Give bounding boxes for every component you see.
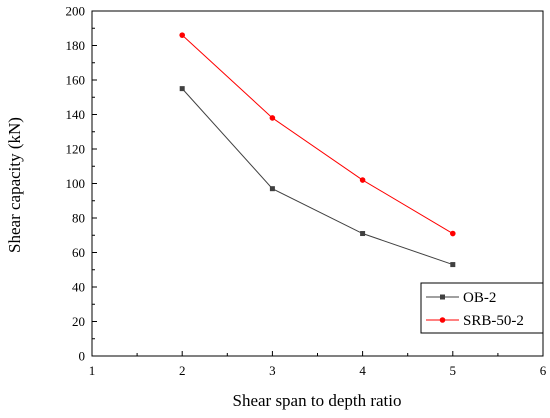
x-tick-label: 1 <box>89 363 96 378</box>
legend-label-srb-50-2: SRB-50-2 <box>463 313 524 329</box>
x-tick-label: 3 <box>269 363 276 378</box>
y-tick-label: 0 <box>79 349 86 364</box>
legend-marker-srb-50-2 <box>439 317 446 323</box>
y-axis-ticks: 0 20 40 60 80 100 120 140 160 180 200 <box>66 4 97 364</box>
data-point-ob-2 <box>179 86 185 92</box>
legend-label-ob-2: OB-2 <box>463 290 496 306</box>
x-tick-label: 4 <box>359 363 366 378</box>
y-tick-label: 80 <box>72 211 85 226</box>
y-tick-label: 180 <box>66 38 86 53</box>
y-tick-label: 40 <box>72 280 85 295</box>
y-tick-label: 100 <box>66 176 86 191</box>
legend-marker-ob-2 <box>440 294 445 300</box>
data-point-srb-50-2 <box>450 230 456 237</box>
y-tick-label: 160 <box>66 73 86 88</box>
y-tick-label: 200 <box>66 4 86 19</box>
data-point-ob-2 <box>360 231 366 237</box>
data-point-ob-2 <box>450 262 456 268</box>
series-line-ob-2 <box>181 88 453 266</box>
data-point-srb-50-2 <box>359 177 366 183</box>
legend-box <box>420 282 544 334</box>
series-layer <box>179 32 456 268</box>
legend: OB-2 SRB-50-2 <box>420 282 544 334</box>
y-tick-label: 60 <box>72 245 85 260</box>
x-tick-label: 5 <box>450 363 457 378</box>
x-tick-label: 2 <box>179 363 186 378</box>
y-tick-label: 140 <box>66 107 86 122</box>
data-point-ob-2 <box>269 186 275 192</box>
y-tick-label: 120 <box>66 142 86 157</box>
x-axis-ticks: 1 2 3 4 5 6 <box>89 351 547 378</box>
x-axis-title: Shear span to depth ratio <box>232 391 401 410</box>
y-tick-label: 20 <box>72 314 85 329</box>
series-line-srb-50-2 <box>181 34 454 234</box>
data-point-srb-50-2 <box>179 32 185 38</box>
x-tick-label: 6 <box>540 363 547 378</box>
data-point-srb-50-2 <box>269 115 276 121</box>
y-axis-title: Shear capacity (kN) <box>5 117 24 253</box>
